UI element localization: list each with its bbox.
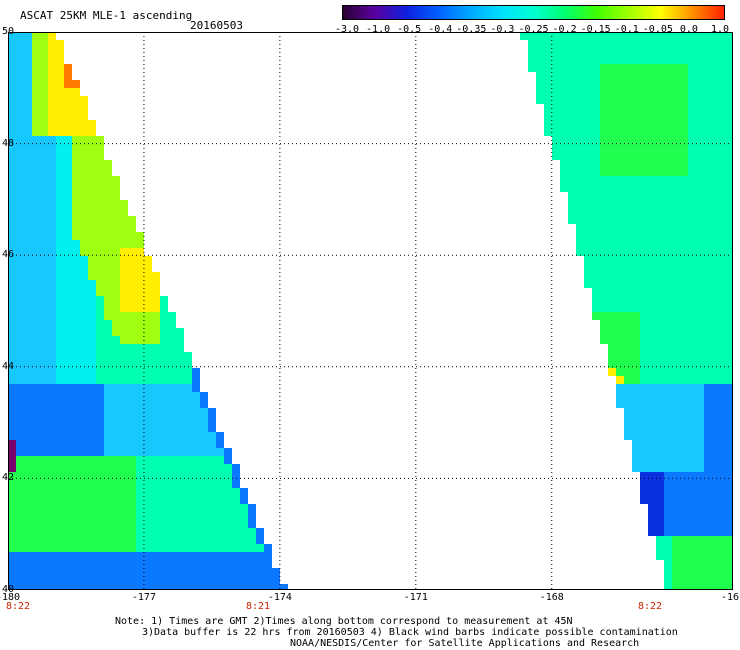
lat-label: 46 xyxy=(2,249,15,261)
time-label: 8:22 xyxy=(637,601,663,612)
swath-map xyxy=(8,32,733,590)
lat-label: 42 xyxy=(2,472,15,484)
colorbar xyxy=(342,5,725,20)
swath-left xyxy=(8,32,288,590)
lon-label: -171 xyxy=(403,592,428,603)
lat-label: 50 xyxy=(2,26,15,37)
colorbar-tick-label: 0.0 xyxy=(679,24,698,35)
colorbar-tick-label: -0.4 xyxy=(428,24,453,35)
map-date: 20160503 xyxy=(190,19,243,32)
colorbar-tick-label: -1.0 xyxy=(366,24,391,35)
note-line-2: 3)Data buffer is 22 hrs from 20160503 4)… xyxy=(142,627,678,638)
lon-label: -168 xyxy=(539,592,564,603)
colorbar-tick-label: 1.0 xyxy=(710,24,730,35)
lon-label: -177 xyxy=(131,592,156,603)
time-label: 8:22 xyxy=(5,601,31,612)
colorbar-tick-label: -0.05 xyxy=(642,24,673,35)
colorbar-tick-label: -0.35 xyxy=(456,24,487,35)
note-line-3: NOAA/NESDIS/Center for Satellite Applica… xyxy=(290,638,640,649)
swath-right xyxy=(520,32,733,590)
lat-label: 48 xyxy=(2,137,15,149)
gridlines xyxy=(8,32,733,590)
colorbar-tick-label: -0.2 xyxy=(552,24,577,35)
lon-label: -180 xyxy=(0,592,21,603)
colorbar-tick-label: -0.5 xyxy=(397,24,422,35)
map-title: ASCAT 25KM MLE-1 ascending xyxy=(20,9,193,22)
lat-label: 44 xyxy=(2,360,15,372)
note-line-1: Note: 1) Times are GMT 2)Times along bot… xyxy=(115,616,573,627)
time-label: 8:21 xyxy=(245,601,271,612)
colorbar-tick-label: -0.25 xyxy=(518,24,549,35)
colorbar-tick-label: -0.1 xyxy=(614,24,639,35)
lat-label: 40 xyxy=(2,584,15,595)
colorbar-tick-label: -0.15 xyxy=(580,24,611,35)
lon-label: -174 xyxy=(267,592,292,603)
lon-label: -16 xyxy=(720,592,740,603)
map-frame xyxy=(8,32,733,590)
colorbar-tick-label: -3.0 xyxy=(334,24,360,35)
colorbar-tick-label: -0.3 xyxy=(490,24,515,35)
